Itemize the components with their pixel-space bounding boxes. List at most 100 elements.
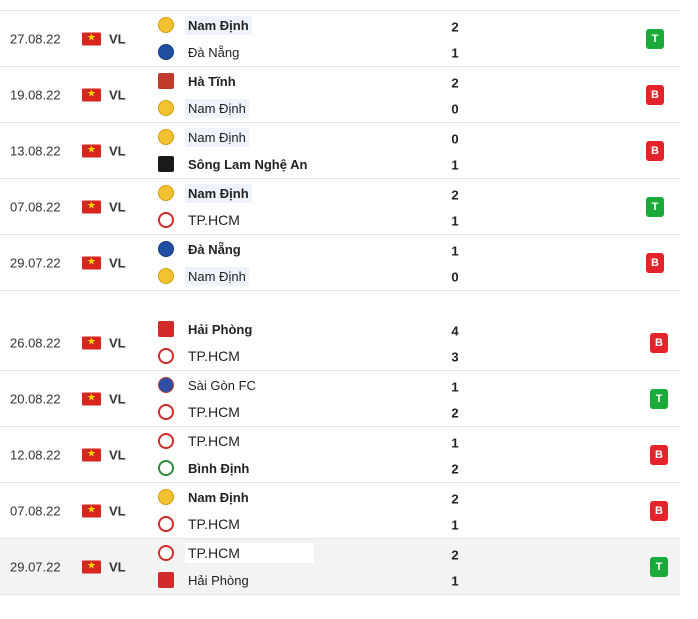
away-score: 0 bbox=[451, 101, 459, 117]
away-team[interactable]: Bình Định bbox=[158, 457, 252, 479]
result-badge: B bbox=[650, 332, 668, 353]
nam-dinh-crest-icon bbox=[158, 268, 174, 284]
home-team[interactable]: Nam Định bbox=[158, 486, 252, 508]
nam-dinh-crest-icon bbox=[158, 100, 174, 116]
away-team[interactable]: Nam Định bbox=[158, 97, 249, 119]
nam-dinh-crest-icon bbox=[158, 17, 174, 33]
away-team[interactable]: Hải Phòng bbox=[158, 569, 252, 591]
tphcm-crest-icon bbox=[158, 348, 174, 364]
away-team[interactable]: TP.HCM bbox=[158, 345, 243, 367]
away-team[interactable]: Sông Lam Nghệ An bbox=[158, 153, 310, 175]
away-team[interactable]: Nam Định bbox=[158, 265, 249, 287]
home-team[interactable]: Đà Nẵng bbox=[158, 238, 244, 260]
league-code: VL bbox=[109, 255, 126, 270]
match-row[interactable]: 26.08.22 ★ VL Hải Phòng TP.HCM 4 3 B bbox=[0, 315, 680, 371]
away-score: 1 bbox=[451, 573, 459, 589]
match-date: 07.08.22 bbox=[10, 199, 61, 214]
team-name: Hải Phòng bbox=[188, 321, 253, 337]
away-score: 1 bbox=[451, 517, 459, 533]
vietnam-flag-icon: ★ bbox=[82, 392, 101, 405]
home-team[interactable]: Hà Tĩnh bbox=[158, 70, 239, 92]
home-score: 1 bbox=[451, 435, 459, 451]
vietnam-flag-icon: ★ bbox=[82, 256, 101, 269]
team-name: Đà Nẵng bbox=[188, 241, 241, 257]
team-name: TP.HCM bbox=[188, 348, 240, 364]
match-date: 29.07.22 bbox=[10, 255, 61, 270]
team-name: Nam Định bbox=[185, 127, 249, 147]
away-score: 2 bbox=[451, 405, 459, 421]
team-name: Nam Định bbox=[185, 15, 252, 35]
home-team[interactable]: Nam Định bbox=[158, 126, 249, 148]
home-score: 1 bbox=[451, 379, 459, 395]
match-row[interactable]: 07.08.22 ★ VL Nam Định TP.HCM 2 1 T bbox=[0, 179, 680, 235]
away-score: 1 bbox=[451, 45, 459, 61]
match-row[interactable]: 29.07.22 ★ VL TP.HCM Hải Phòng 2 1 T bbox=[0, 539, 680, 595]
home-score: 4 bbox=[451, 323, 459, 339]
nam-dinh-crest-icon bbox=[158, 489, 174, 505]
away-team[interactable]: TP.HCM bbox=[158, 209, 243, 231]
home-team[interactable]: TP.HCM bbox=[158, 542, 314, 564]
away-score: 2 bbox=[451, 461, 459, 477]
home-score: 2 bbox=[451, 75, 459, 91]
match-row[interactable]: 13.08.22 ★ VL Nam Định Sông Lam Nghệ An … bbox=[0, 123, 680, 179]
team-name: Bình Định bbox=[188, 460, 250, 476]
away-score: 0 bbox=[451, 269, 459, 285]
team-name: Sài Gòn FC bbox=[188, 377, 256, 393]
match-row[interactable]: 20.08.22 ★ VL Sài Gòn FC TP.HCM 1 2 T bbox=[0, 371, 680, 427]
nam-dinh-crest-icon bbox=[158, 129, 174, 145]
team-form-list-1: 27.08.22 ★ VL Nam Định Đà Nẵng 2 1 T 19.… bbox=[0, 11, 680, 291]
vietnam-flag-icon: ★ bbox=[82, 448, 101, 461]
league-code: VL bbox=[109, 335, 126, 350]
result-badge: B bbox=[646, 252, 664, 273]
team-name: Hà Tĩnh bbox=[188, 73, 236, 89]
home-team[interactable]: TP.HCM bbox=[158, 430, 243, 452]
tphcm-crest-icon bbox=[158, 433, 174, 449]
match-date: 19.08.22 bbox=[10, 87, 61, 102]
team-name: Nam Định bbox=[185, 98, 249, 118]
match-date: 26.08.22 bbox=[10, 335, 61, 350]
top-divider bbox=[0, 10, 680, 11]
league-code: VL bbox=[109, 143, 126, 158]
home-team[interactable]: Hải Phòng bbox=[158, 318, 255, 340]
home-team[interactable]: Nam Định bbox=[158, 182, 252, 204]
da-nang-crest-icon bbox=[158, 44, 174, 60]
result-badge: T bbox=[650, 556, 668, 577]
match-date: 27.08.22 bbox=[10, 31, 61, 46]
home-score: 2 bbox=[451, 547, 459, 563]
home-team[interactable]: Nam Định bbox=[158, 14, 252, 36]
tphcm-crest-icon bbox=[158, 545, 174, 561]
away-team[interactable]: Đà Nẵng bbox=[158, 41, 242, 63]
result-badge: T bbox=[646, 28, 664, 49]
match-date: 29.07.22 bbox=[10, 559, 61, 574]
home-score: 0 bbox=[451, 131, 459, 147]
away-score: 1 bbox=[451, 157, 459, 173]
league-code: VL bbox=[109, 503, 126, 518]
result-badge: T bbox=[646, 196, 664, 217]
league-code: VL bbox=[109, 559, 126, 574]
vietnam-flag-icon: ★ bbox=[82, 88, 101, 101]
result-badge: T bbox=[650, 388, 668, 409]
sai-gon-crest-icon bbox=[158, 377, 174, 393]
away-team[interactable]: TP.HCM bbox=[158, 401, 243, 423]
result-badge: B bbox=[650, 444, 668, 465]
league-code: VL bbox=[109, 87, 126, 102]
home-score: 2 bbox=[451, 491, 459, 507]
match-row[interactable]: 12.08.22 ★ VL TP.HCM Bình Định 1 2 B bbox=[0, 427, 680, 483]
match-row[interactable]: 29.07.22 ★ VL Đà Nẵng Nam Định 1 0 B bbox=[0, 235, 680, 291]
nam-dinh-crest-icon bbox=[158, 185, 174, 201]
vietnam-flag-icon: ★ bbox=[82, 560, 101, 573]
team-name: Nam Định bbox=[188, 489, 249, 505]
tphcm-crest-icon bbox=[158, 404, 174, 420]
match-row[interactable]: 19.08.22 ★ VL Hà Tĩnh Nam Định 2 0 B bbox=[0, 67, 680, 123]
team-name: Sông Lam Nghệ An bbox=[188, 156, 308, 172]
team-name: TP.HCM bbox=[185, 543, 314, 563]
match-date: 07.08.22 bbox=[10, 503, 61, 518]
match-row[interactable]: 27.08.22 ★ VL Nam Định Đà Nẵng 2 1 T bbox=[0, 11, 680, 67]
vietnam-flag-icon: ★ bbox=[82, 504, 101, 517]
away-team[interactable]: TP.HCM bbox=[158, 513, 243, 535]
home-score: 2 bbox=[451, 19, 459, 35]
match-row[interactable]: 07.08.22 ★ VL Nam Định TP.HCM 2 1 B bbox=[0, 483, 680, 539]
team-form-list-2: 26.08.22 ★ VL Hải Phòng TP.HCM 4 3 B 20.… bbox=[0, 315, 680, 595]
home-team[interactable]: Sài Gòn FC bbox=[158, 374, 259, 396]
team-name: TP.HCM bbox=[188, 433, 240, 449]
